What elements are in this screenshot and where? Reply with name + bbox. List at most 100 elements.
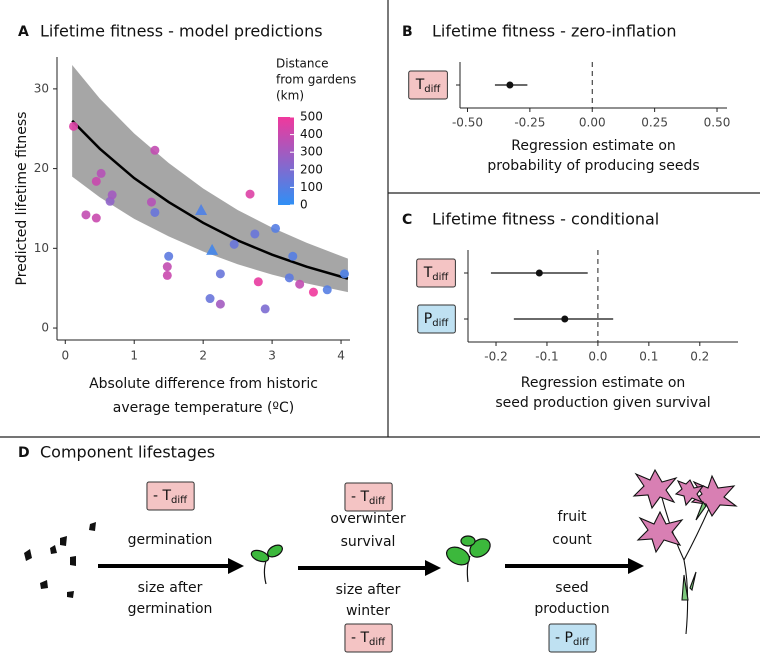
x-tick-label: -0.1 bbox=[535, 350, 558, 364]
point bbox=[308, 287, 318, 297]
seedling bbox=[250, 544, 283, 585]
colorbar-tick-label: 400 bbox=[300, 127, 323, 141]
chart-title: Lifetime fitness - model predictions bbox=[40, 22, 323, 41]
point bbox=[215, 269, 225, 279]
colorbar-tick-label: 100 bbox=[300, 180, 323, 194]
point bbox=[295, 279, 305, 289]
label-box bbox=[344, 482, 393, 512]
point bbox=[205, 294, 215, 304]
chart-title: Lifetime fitness - conditional bbox=[432, 210, 659, 229]
point bbox=[284, 273, 294, 283]
estimate bbox=[535, 269, 543, 277]
point bbox=[206, 243, 219, 255]
stage-above: count bbox=[552, 532, 592, 548]
colorbar-tick-label: 0 bbox=[300, 198, 308, 212]
label-sub: diff bbox=[573, 637, 590, 648]
label-main: - P bbox=[555, 630, 573, 646]
point bbox=[150, 145, 160, 155]
colorbar-title: (km) bbox=[276, 89, 304, 103]
colorbar-title: from gardens bbox=[276, 73, 356, 87]
stage-below: seed bbox=[555, 580, 588, 596]
x-tick-label: -0.2 bbox=[484, 350, 507, 364]
colorbar bbox=[278, 117, 294, 205]
label-main: - T bbox=[351, 489, 370, 505]
point bbox=[339, 269, 349, 279]
point bbox=[96, 168, 106, 178]
point bbox=[146, 197, 156, 207]
arrow-head bbox=[425, 560, 441, 576]
label-box bbox=[417, 304, 456, 334]
x-tick-label: 0.50 bbox=[704, 116, 731, 130]
label-box bbox=[548, 623, 597, 653]
label-sub: diff bbox=[432, 318, 449, 329]
label-main: - T bbox=[351, 630, 370, 646]
point bbox=[260, 304, 270, 314]
label-text: - Tdiff bbox=[351, 489, 386, 507]
x-tick-label: 4 bbox=[337, 349, 345, 363]
point bbox=[162, 270, 172, 280]
label-text: Tdiff bbox=[415, 77, 442, 95]
point bbox=[150, 207, 160, 217]
label-sub: diff bbox=[424, 84, 441, 95]
panel-letter: C bbox=[402, 212, 412, 228]
point bbox=[164, 251, 174, 261]
x-axis-label: Absolute difference from historic bbox=[89, 376, 318, 392]
label-sub: diff bbox=[432, 272, 449, 283]
label-text: Pdiff bbox=[424, 311, 450, 329]
stage-below: germination bbox=[128, 601, 213, 617]
arrow-head bbox=[628, 558, 644, 574]
point bbox=[162, 262, 172, 272]
seeds bbox=[24, 522, 96, 598]
panel-letter: A bbox=[18, 24, 29, 40]
stage-above: survival bbox=[341, 534, 396, 550]
label-main: P bbox=[424, 311, 432, 327]
label-main: - T bbox=[153, 488, 172, 504]
x-tick-label: 3 bbox=[268, 349, 276, 363]
x-tick-label: 0.0 bbox=[588, 350, 607, 364]
panel-letter: D bbox=[18, 445, 30, 461]
confidence-band bbox=[72, 64, 348, 293]
x-tick-label: -0.25 bbox=[514, 116, 545, 130]
x-tick-label: 2 bbox=[199, 349, 207, 363]
y-tick-label: 0 bbox=[41, 321, 49, 335]
chart-title: Lifetime fitness - zero-inflation bbox=[432, 22, 676, 41]
stage-below: winter bbox=[346, 603, 390, 619]
label-text: - Tdiff bbox=[153, 488, 188, 506]
point bbox=[81, 210, 91, 220]
point bbox=[215, 299, 225, 309]
point bbox=[322, 285, 332, 295]
stage-below: size after bbox=[336, 582, 401, 598]
point bbox=[271, 223, 281, 233]
label-text: - Tdiff bbox=[351, 630, 386, 648]
y-axis-label: Predicted lifetime fitness bbox=[14, 112, 30, 286]
flowering-plant bbox=[632, 468, 738, 635]
point bbox=[91, 176, 101, 186]
point bbox=[229, 239, 239, 249]
estimate bbox=[561, 315, 569, 323]
stage-below: size after bbox=[138, 580, 203, 596]
y-tick-label: 10 bbox=[34, 241, 49, 255]
y-tick-label: 30 bbox=[34, 81, 49, 95]
label-box bbox=[146, 481, 195, 511]
label-text: - Pdiff bbox=[555, 630, 590, 648]
label-sub: diff bbox=[369, 637, 386, 648]
y-tick-label: 20 bbox=[34, 161, 49, 175]
x-tick-label: 0.25 bbox=[641, 116, 668, 130]
x-tick-label: 0.2 bbox=[690, 350, 709, 364]
arrow-head bbox=[228, 558, 244, 574]
x-axis-label: probability of producing seeds bbox=[487, 158, 699, 174]
x-axis-label: Regression estimate on bbox=[511, 138, 676, 154]
estimate bbox=[506, 81, 514, 89]
x-axis-label: seed production given survival bbox=[495, 395, 710, 411]
colorbar-tick-label: 500 bbox=[300, 110, 323, 124]
young-plant bbox=[446, 535, 491, 583]
label-box bbox=[408, 70, 448, 100]
point bbox=[245, 189, 255, 199]
label-text: Tdiff bbox=[423, 265, 450, 283]
stage-below: production bbox=[534, 601, 609, 617]
label-main: T bbox=[415, 77, 425, 93]
label-sub: diff bbox=[171, 495, 188, 506]
colorbar-tick-label: 300 bbox=[300, 145, 323, 159]
label-main: T bbox=[423, 265, 433, 281]
x-tick-label: 0.00 bbox=[579, 116, 606, 130]
